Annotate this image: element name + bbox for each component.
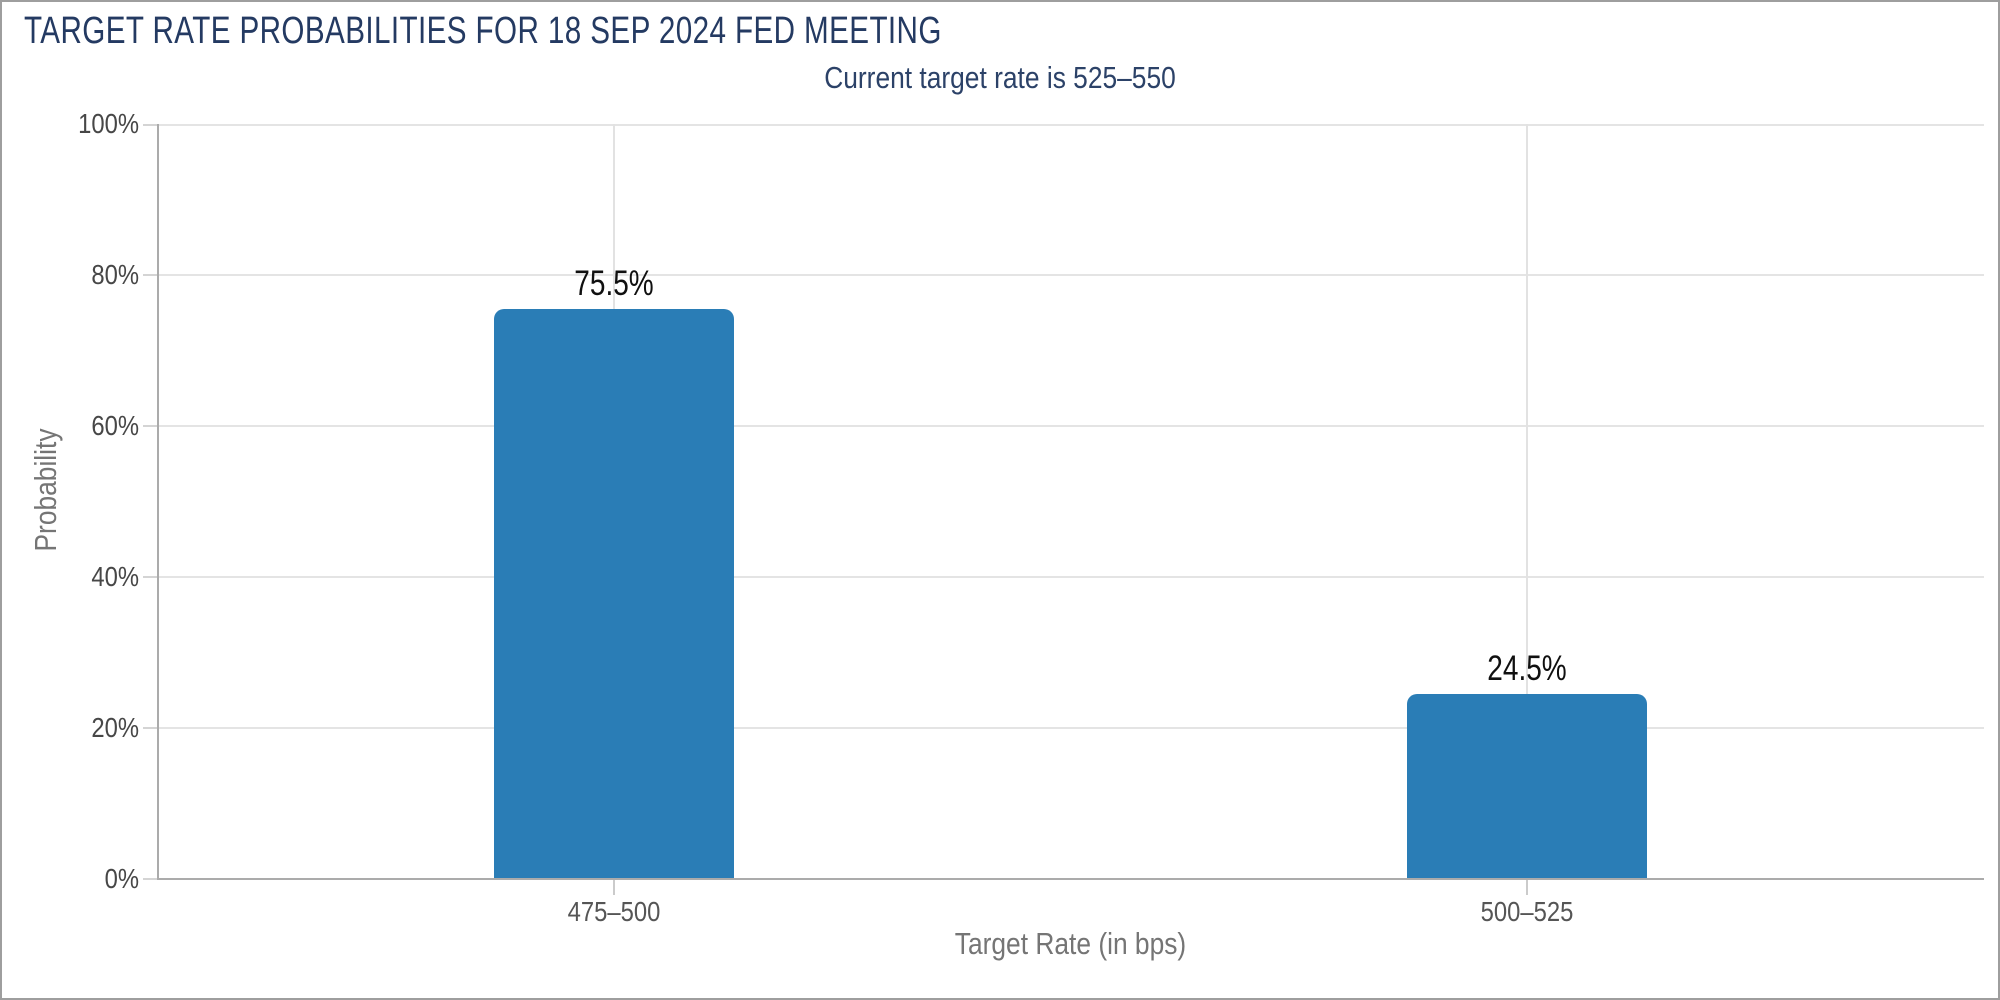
y-gridline (157, 274, 1984, 276)
y-axis-line (157, 124, 159, 879)
x-tick-label: 475–500 (567, 896, 661, 927)
chart-subtitle: Current target rate is 525–550 (824, 60, 1176, 95)
y-axis-title: Probability (28, 428, 63, 552)
bar-value-label: 75.5% (574, 263, 654, 303)
x-axis-title: Target Rate (in bps) (954, 926, 1187, 961)
y-tick-label: 40% (91, 561, 139, 592)
y-tick-label: 60% (91, 410, 139, 441)
y-tick-mark (143, 878, 157, 880)
x-tick-mark (612, 879, 615, 895)
probability-bar (1407, 694, 1648, 879)
chart-title: TARGET RATE PROBABILITIES FOR 18 SEP 202… (24, 10, 942, 52)
y-gridline (157, 576, 1984, 578)
y-gridline (157, 124, 1984, 126)
y-tick-label: 100% (78, 108, 139, 139)
x-axis-line (157, 878, 1984, 880)
category-gridline (1526, 124, 1529, 879)
plot-area: 0% 20% 40% 60% 80% 100% 75.5% 475–500 24.5% 500–5… (78, 108, 1984, 927)
y-tick-mark (143, 124, 157, 126)
bar-value-label: 24.5% (1487, 649, 1567, 689)
y-gridline (157, 727, 1984, 729)
y-tick-mark (143, 576, 157, 578)
probability-bar (493, 308, 734, 879)
y-tick-label: 0% (104, 863, 139, 894)
x-tick-mark (1526, 879, 1529, 895)
y-tick-mark (143, 274, 157, 276)
y-gridline (157, 425, 1984, 427)
y-tick-mark (143, 727, 157, 729)
y-tick-mark (143, 425, 157, 427)
x-tick-label: 500–525 (1480, 896, 1574, 927)
y-tick-label: 20% (91, 712, 139, 743)
y-tick-label: 80% (91, 259, 139, 290)
